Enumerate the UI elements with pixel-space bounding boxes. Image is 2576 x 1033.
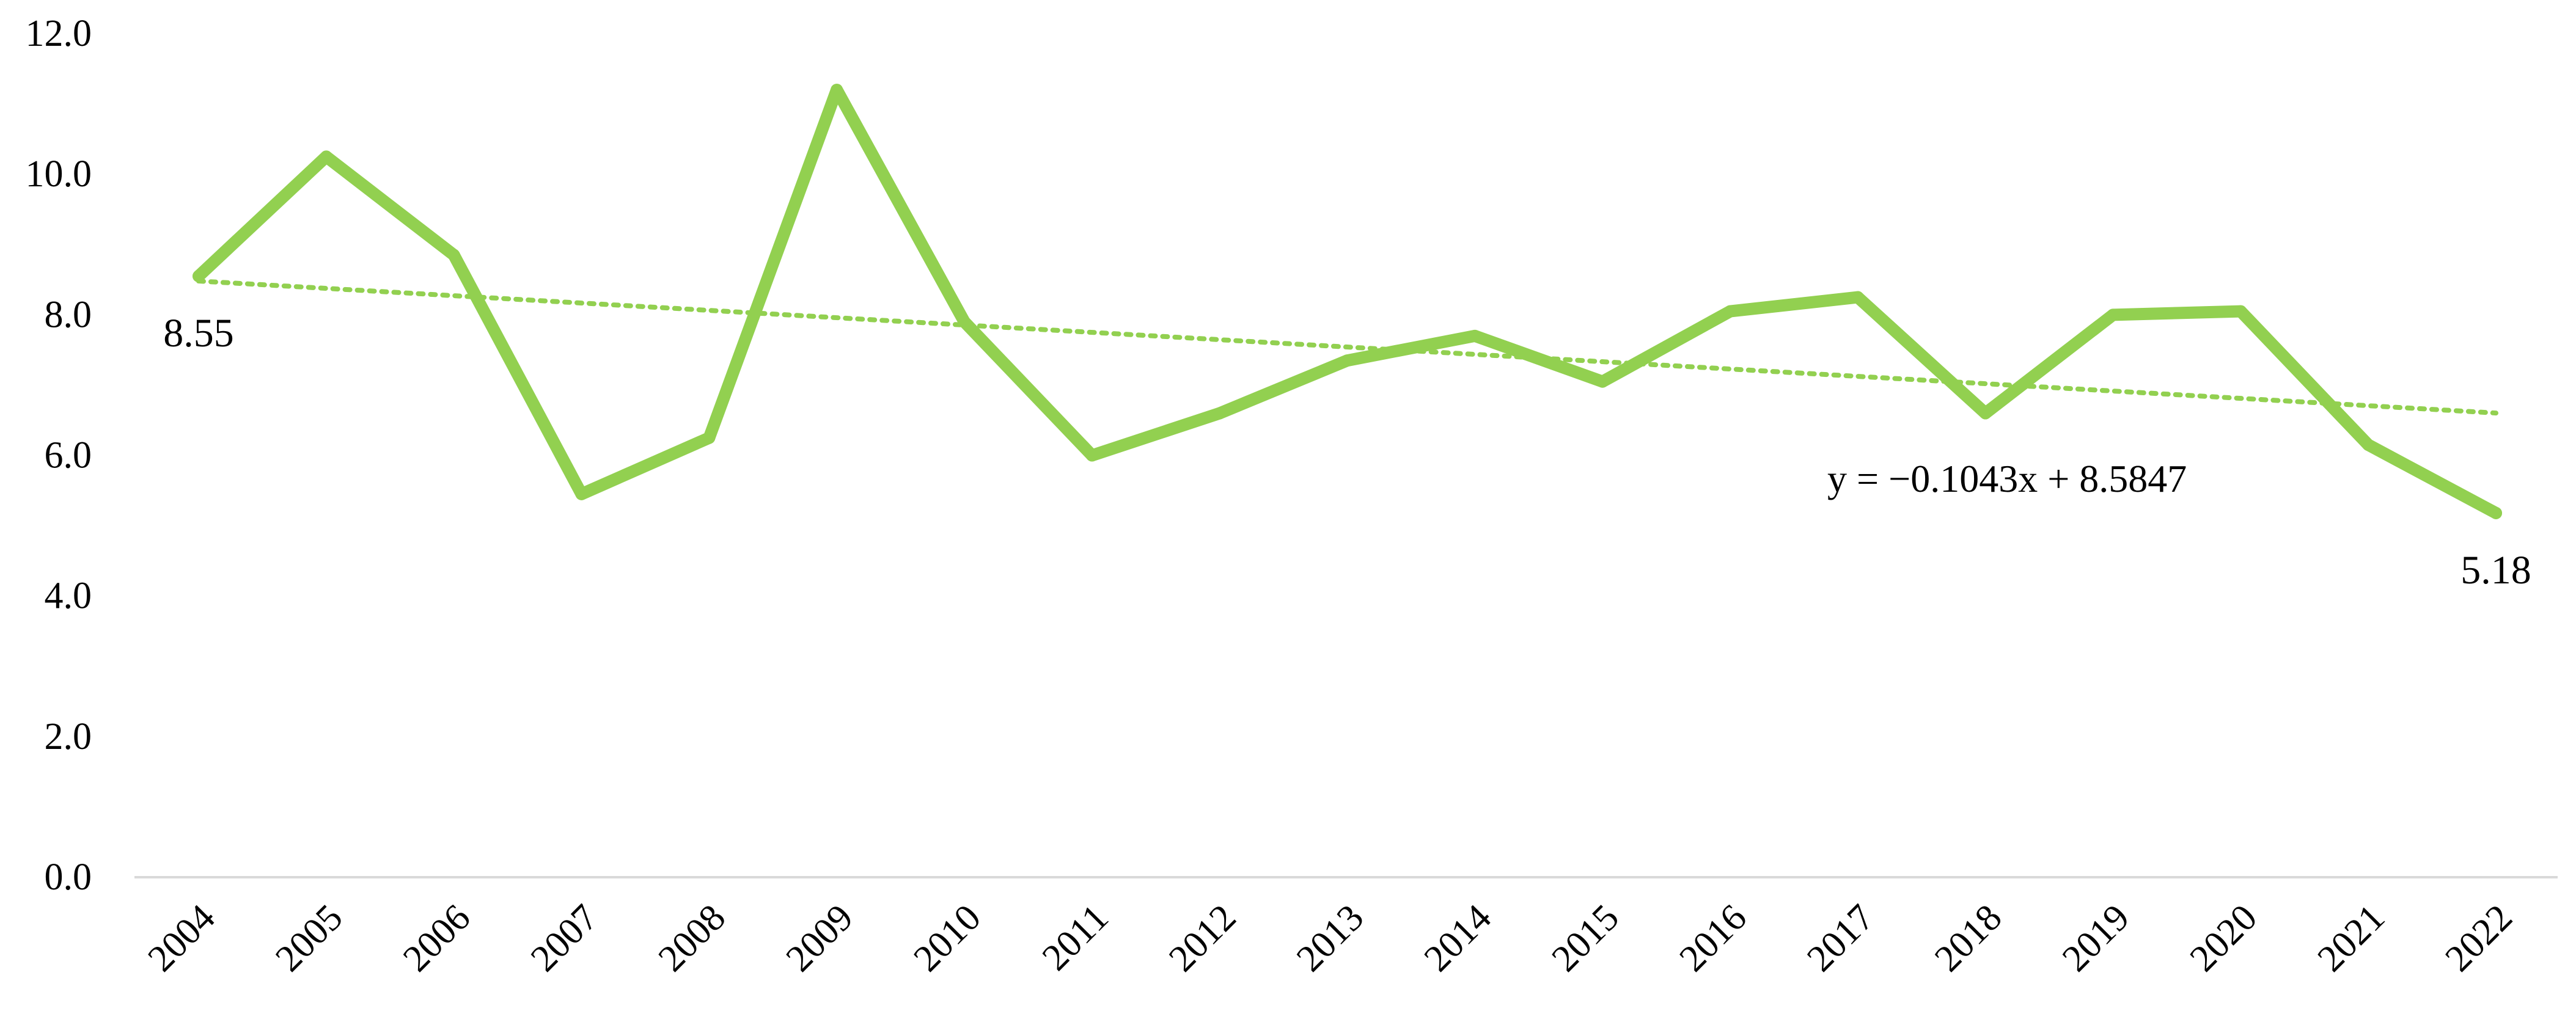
series-point <box>193 270 205 283</box>
x-tick-label: 2022 <box>2437 897 2520 980</box>
series-point <box>1724 305 1736 318</box>
x-tick-label: 2020 <box>2182 897 2265 980</box>
data-label: 5.18 <box>2460 548 2531 593</box>
y-tick-label: 12.0 <box>26 13 92 54</box>
x-tick-label: 2013 <box>1289 897 1372 980</box>
series-point <box>1979 407 1992 420</box>
x-tick-label: 2018 <box>1927 897 2010 980</box>
series-point <box>831 84 843 97</box>
series-point <box>2490 506 2502 519</box>
x-tick-label: 2012 <box>1161 897 1244 980</box>
data-label: 8.55 <box>163 311 234 356</box>
x-tick-label: 2021 <box>2310 897 2393 980</box>
x-tick-label: 2015 <box>1544 897 1627 980</box>
x-tick-label: 2006 <box>395 897 479 980</box>
y-tick-label: 10.0 <box>26 153 92 195</box>
x-tick-label: 2005 <box>268 897 351 980</box>
series-point <box>575 487 588 500</box>
series-points <box>193 84 2502 519</box>
data-labels: 8.55 5.18 <box>163 311 2531 593</box>
series-point <box>1596 375 1609 388</box>
x-tick-label: 2008 <box>650 897 733 980</box>
x-tick-label: 2004 <box>140 897 223 980</box>
x-tick-label: 2016 <box>1671 897 1755 980</box>
x-tick-label: 2019 <box>2055 897 2138 980</box>
x-tick-label: 2014 <box>1416 897 1499 980</box>
series-point <box>320 150 332 163</box>
trendline <box>196 279 2498 416</box>
series-point <box>1341 354 1354 367</box>
y-tick-label: 0.0 <box>45 856 92 898</box>
series-point <box>2107 308 2119 321</box>
y-tick-label: 4.0 <box>45 575 92 617</box>
y-tick-label: 6.0 <box>45 435 92 476</box>
series-point <box>1213 407 1226 420</box>
y-axis-ticks: 0.0 2.0 4.0 6.0 8.0 10.0 12.0 <box>26 13 92 898</box>
x-tick-label: 2007 <box>523 897 606 980</box>
series-point <box>1851 291 1864 304</box>
series-point <box>958 315 971 328</box>
series-point <box>2362 439 2375 451</box>
x-tick-label: 2011 <box>1035 897 1117 979</box>
series-point <box>1085 449 1098 462</box>
trendline-equation: y = −0.1043x + 8.5847 <box>1827 457 2187 500</box>
series-point <box>447 249 460 261</box>
x-tick-label: 2009 <box>778 897 861 980</box>
x-tick-label: 2010 <box>906 897 989 980</box>
series-point <box>703 431 716 444</box>
y-tick-label: 2.0 <box>45 716 92 757</box>
x-axis-ticks: 2004 2005 2006 2007 2008 2009 2010 2011 2012 2013… <box>140 897 2520 980</box>
y-tick-label: 8.0 <box>45 294 92 335</box>
series-point <box>2234 305 2247 318</box>
x-tick-label: 2017 <box>1799 897 1882 980</box>
series-point <box>1469 329 1481 342</box>
